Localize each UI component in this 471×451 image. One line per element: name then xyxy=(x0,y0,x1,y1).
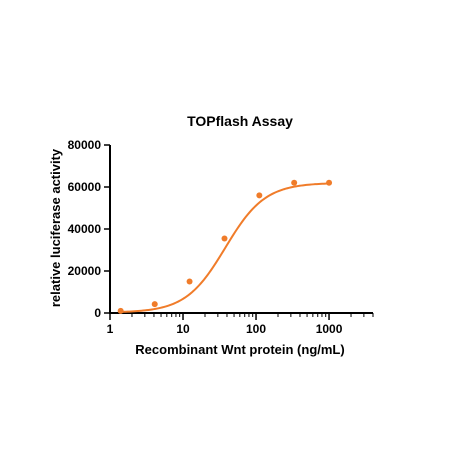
data-point xyxy=(256,192,263,199)
data-point xyxy=(151,301,158,308)
x-tick-label: 1000 xyxy=(316,322,343,336)
data-point xyxy=(291,179,298,186)
y-tick-label: 80000 xyxy=(68,138,102,152)
fit-curve xyxy=(120,182,330,313)
data-points xyxy=(117,179,333,314)
x-axis: 1 10 100 1000 xyxy=(107,312,374,336)
x-tick-label: 1 xyxy=(107,322,114,336)
data-point xyxy=(186,278,193,285)
data-point xyxy=(326,179,333,186)
fit-curve-line xyxy=(120,182,330,313)
x-tick-label: 100 xyxy=(246,322,266,336)
y-axis: 0 20000 40000 60000 80000 xyxy=(68,138,111,320)
data-point xyxy=(221,235,228,242)
y-tick-label: 20000 xyxy=(68,264,102,278)
y-tick-label: 40000 xyxy=(68,222,102,236)
y-axis-label: relative luciferase activity xyxy=(48,148,63,307)
x-axis-label: Recombinant Wnt protein (ng/mL) xyxy=(135,342,344,357)
x-tick-label: 10 xyxy=(176,322,190,336)
data-point xyxy=(117,307,124,314)
y-tick-label: 60000 xyxy=(68,180,102,194)
y-tick-label: 0 xyxy=(94,306,101,320)
chart-title: TOPflash Assay xyxy=(187,113,293,129)
